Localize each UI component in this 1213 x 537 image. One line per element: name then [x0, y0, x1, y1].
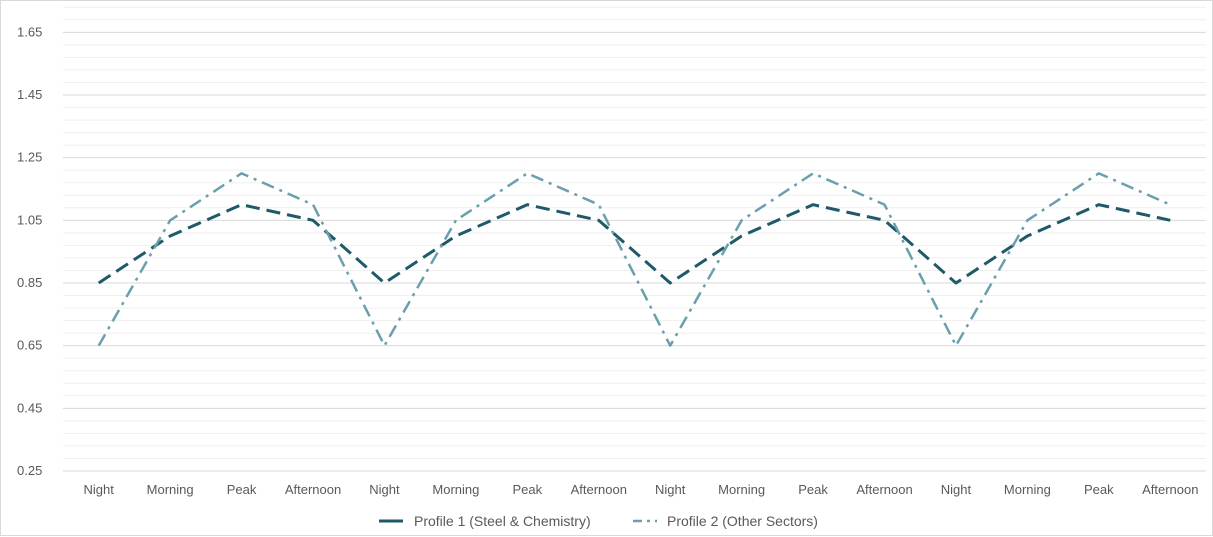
legend-label-profile-2: Profile 2 (Other Sectors)	[667, 513, 818, 529]
x-tick-label: Night	[84, 482, 115, 497]
x-tick-label: Peak	[798, 482, 828, 497]
y-tick-label: 0.45	[17, 400, 42, 415]
x-tick-label: Peak	[1084, 482, 1114, 497]
x-axis-ticks: Night Morning Peak Afternoon Night Morning Pea…	[84, 482, 1199, 497]
y-tick-label: 0.25	[17, 463, 42, 478]
x-tick-label: Afternoon	[285, 482, 341, 497]
x-tick-label: Night	[369, 482, 400, 497]
x-tick-label: Morning	[1004, 482, 1051, 497]
gridlines	[63, 6, 1206, 472]
y-tick-label: 1.45	[17, 87, 42, 102]
x-tick-label: Night	[655, 482, 686, 497]
x-tick-label: Night	[941, 482, 972, 497]
series-lines	[97, 172, 1171, 347]
x-tick-label: Peak	[227, 482, 257, 497]
x-tick-label: Afternoon	[1142, 482, 1198, 497]
y-tick-label: 1.25	[17, 150, 42, 165]
x-tick-label: Afternoon	[571, 482, 627, 497]
x-tick-label: Morning	[432, 482, 479, 497]
y-axis-ticks: 0.25 0.45 0.65 0.85 1.05 1.25 1.45 1.65	[17, 24, 42, 478]
y-tick-label: 1.05	[17, 212, 42, 227]
x-tick-label: Peak	[513, 482, 543, 497]
series-line-profile-2	[97, 172, 1171, 347]
y-tick-label: 0.65	[17, 338, 42, 353]
y-tick-label: 1.65	[17, 24, 42, 39]
legend-label-profile-1: Profile 1 (Steel & Chemistry)	[414, 513, 591, 529]
series-line-profile-1	[97, 203, 1171, 285]
legend: Profile 1 (Steel & Chemistry) Profile 2 …	[379, 513, 818, 529]
x-tick-label: Morning	[718, 482, 765, 497]
x-tick-label: Afternoon	[856, 482, 912, 497]
y-tick-label: 0.85	[17, 275, 42, 290]
x-tick-label: Morning	[147, 482, 194, 497]
